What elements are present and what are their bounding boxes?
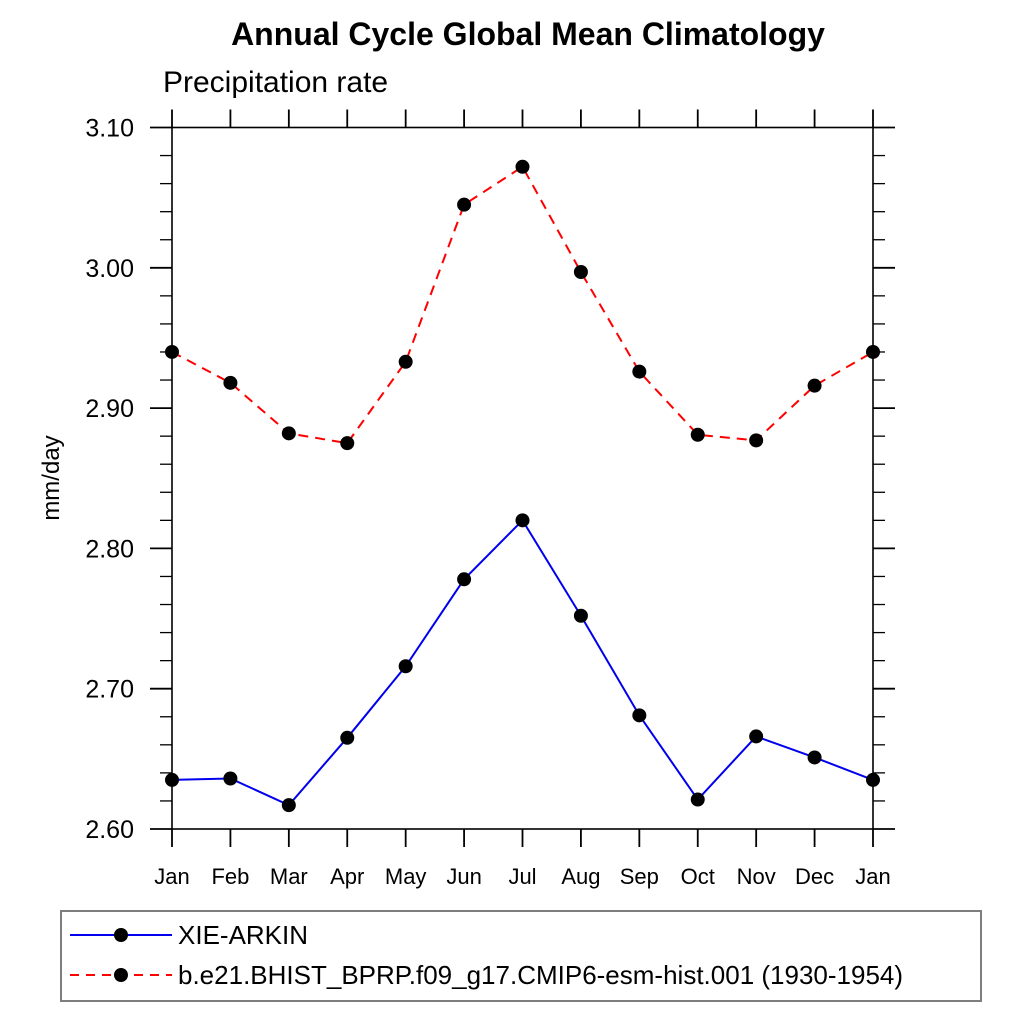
x-tick-label: Oct: [681, 864, 715, 889]
data-point: [690, 427, 705, 442]
y-tick-label: 2.90: [85, 395, 134, 423]
data-point: [457, 197, 472, 212]
data-point: [340, 730, 355, 745]
data-point: [573, 265, 588, 280]
data-point: [457, 572, 472, 587]
data-point: [866, 344, 880, 359]
x-tick-label: Feb: [211, 864, 249, 889]
data-point: [340, 436, 355, 451]
data-point: [515, 159, 530, 174]
x-tick-label: May: [385, 864, 427, 889]
y-tick-label: 3.00: [85, 255, 134, 283]
data-point: [632, 708, 647, 723]
x-tick-label: Nov: [737, 864, 776, 889]
data-point: [690, 792, 705, 807]
legend-marker-dot: [114, 968, 128, 982]
legend-line-sample-dashed: [70, 968, 172, 982]
plot-frame: [171, 126, 874, 830]
data-point: [223, 375, 238, 390]
y-tick-label: 2.80: [85, 535, 134, 563]
data-point: [515, 513, 530, 528]
x-tick-label: Sep: [620, 864, 659, 889]
legend-line-sample-solid: [70, 928, 172, 942]
y-tick-label: 3.10: [85, 115, 134, 143]
data-point: [749, 729, 764, 744]
legend-item-model: b.e21.BHIST_BPRP.f09_g17.CMIP6-esm-hist.…: [68, 959, 904, 990]
data-point: [866, 772, 880, 787]
data-point: [807, 378, 822, 393]
data-point: [632, 364, 647, 379]
legend-marker-dot: [114, 928, 128, 942]
x-tick-label: Jul: [508, 864, 536, 889]
data-point: [223, 771, 238, 786]
x-tick-label: Jan: [855, 864, 890, 889]
y-tick-label: 2.60: [85, 816, 134, 844]
x-tick-label: Mar: [270, 864, 308, 889]
data-point: [398, 659, 413, 674]
data-point: [398, 354, 413, 369]
data-point: [281, 798, 296, 813]
y-tick-label: 2.70: [85, 676, 134, 704]
data-point: [281, 426, 296, 441]
data-point: [165, 344, 179, 359]
x-tick-label: Dec: [795, 864, 834, 889]
legend-box: XIE-ARKIN b.e21.BHIST_BPRP.f09_g17.CMIP6…: [60, 910, 982, 1002]
data-point: [165, 772, 179, 787]
x-tick-label: Jun: [446, 864, 481, 889]
series-line-1: [171, 165, 874, 445]
chart-subtitle: Precipitation rate: [163, 66, 389, 99]
x-tick-label: Aug: [561, 864, 600, 889]
legend-item-xie-arkin: XIE-ARKIN: [68, 919, 309, 950]
data-point: [749, 433, 764, 448]
series-line-0: [171, 518, 874, 807]
chart-title: Annual Cycle Global Mean Climatology: [231, 16, 825, 52]
legend-label: b.e21.BHIST_BPRP.f09_g17.CMIP6-esm-hist.…: [178, 959, 904, 990]
x-tick-label: Jan: [154, 864, 189, 889]
data-point: [573, 608, 588, 623]
x-tick-label: Apr: [330, 864, 364, 889]
data-point: [807, 750, 822, 765]
legend-label: XIE-ARKIN: [178, 919, 309, 950]
